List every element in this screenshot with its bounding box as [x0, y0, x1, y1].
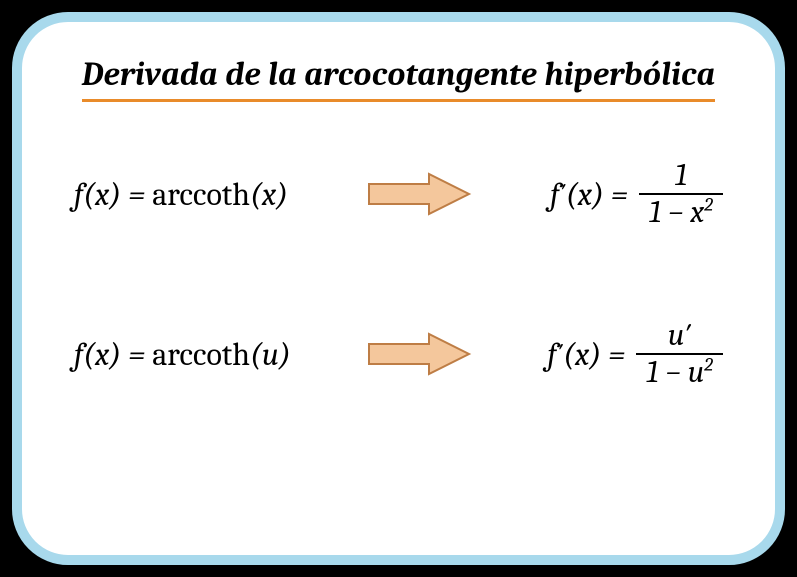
open-paren: ( — [563, 336, 575, 373]
equals: = — [601, 336, 632, 373]
formula-lhs: f ( x ) = arccoth ( u ) — [74, 336, 291, 373]
fn-letter: f — [550, 176, 559, 213]
arrow-icon — [365, 330, 473, 378]
formula-rows: f ( x ) = arccoth ( x ) f ′ ( x ) — [68, 154, 729, 390]
den-exp: 2 — [704, 194, 713, 216]
fraction-numerator: 1 — [665, 158, 697, 193]
formula-row: f ( x ) = arccoth ( x ) f ′ ( x ) — [74, 158, 723, 230]
title-container: Derivada de la arcocotangente hiperbólic… — [68, 56, 729, 102]
equals: = — [121, 176, 152, 213]
fraction-denominator: 1 − x2 — [639, 195, 723, 230]
close-paren: ) — [279, 336, 291, 373]
den-var: x — [690, 194, 704, 230]
close-paren: ) — [109, 176, 121, 213]
open-paren: ( — [83, 336, 95, 373]
close-paren: ) — [592, 176, 604, 213]
open-paren: ( — [250, 336, 262, 373]
fn-letter: f — [74, 176, 83, 213]
func-arg: u — [262, 336, 279, 373]
implies-arrow — [359, 330, 479, 378]
implies-arrow — [359, 170, 479, 218]
fraction: u′ 1 − u2 — [636, 318, 723, 390]
fn-letter: f — [547, 336, 556, 373]
func-arg: x — [262, 176, 276, 213]
func-name: arccoth — [152, 336, 250, 373]
close-paren: ) — [109, 336, 121, 373]
close-paren: ) — [276, 176, 288, 213]
formula-lhs: f ( x ) = arccoth ( x ) — [74, 176, 288, 213]
arg-var: x — [95, 336, 109, 373]
arg-var: x — [95, 176, 109, 213]
formula-card: Derivada de la arcocotangente hiperbólic… — [12, 12, 785, 565]
arg-var: x — [578, 176, 592, 213]
den-prefix: 1 − — [646, 354, 687, 390]
open-paren: ( — [566, 176, 578, 213]
formula-rhs: f ′ ( x ) = u′ 1 − u2 — [547, 318, 723, 390]
fraction-denominator: 1 − u2 — [636, 355, 723, 390]
arrow-path — [369, 334, 469, 374]
arg-var: x — [575, 336, 589, 373]
fraction: 1 1 − x2 — [639, 158, 723, 230]
fraction-numerator: u′ — [658, 318, 701, 353]
arrow-icon — [365, 170, 473, 218]
equals: = — [604, 176, 635, 213]
den-prefix: 1 − — [649, 194, 690, 230]
arrow-path — [369, 174, 469, 214]
card-title: Derivada de la arcocotangente hiperbólic… — [82, 56, 716, 102]
formula-row: f ( x ) = arccoth ( u ) f ′ ( x ) — [74, 318, 723, 390]
close-paren: ) — [589, 336, 601, 373]
open-paren: ( — [250, 176, 262, 213]
equals: = — [121, 336, 152, 373]
func-name: arccoth — [152, 176, 250, 213]
fn-letter: f — [74, 336, 83, 373]
den-var: u — [688, 354, 704, 390]
formula-rhs: f ′ ( x ) = 1 1 − x2 — [550, 158, 723, 230]
den-exp: 2 — [704, 354, 713, 376]
open-paren: ( — [83, 176, 95, 213]
